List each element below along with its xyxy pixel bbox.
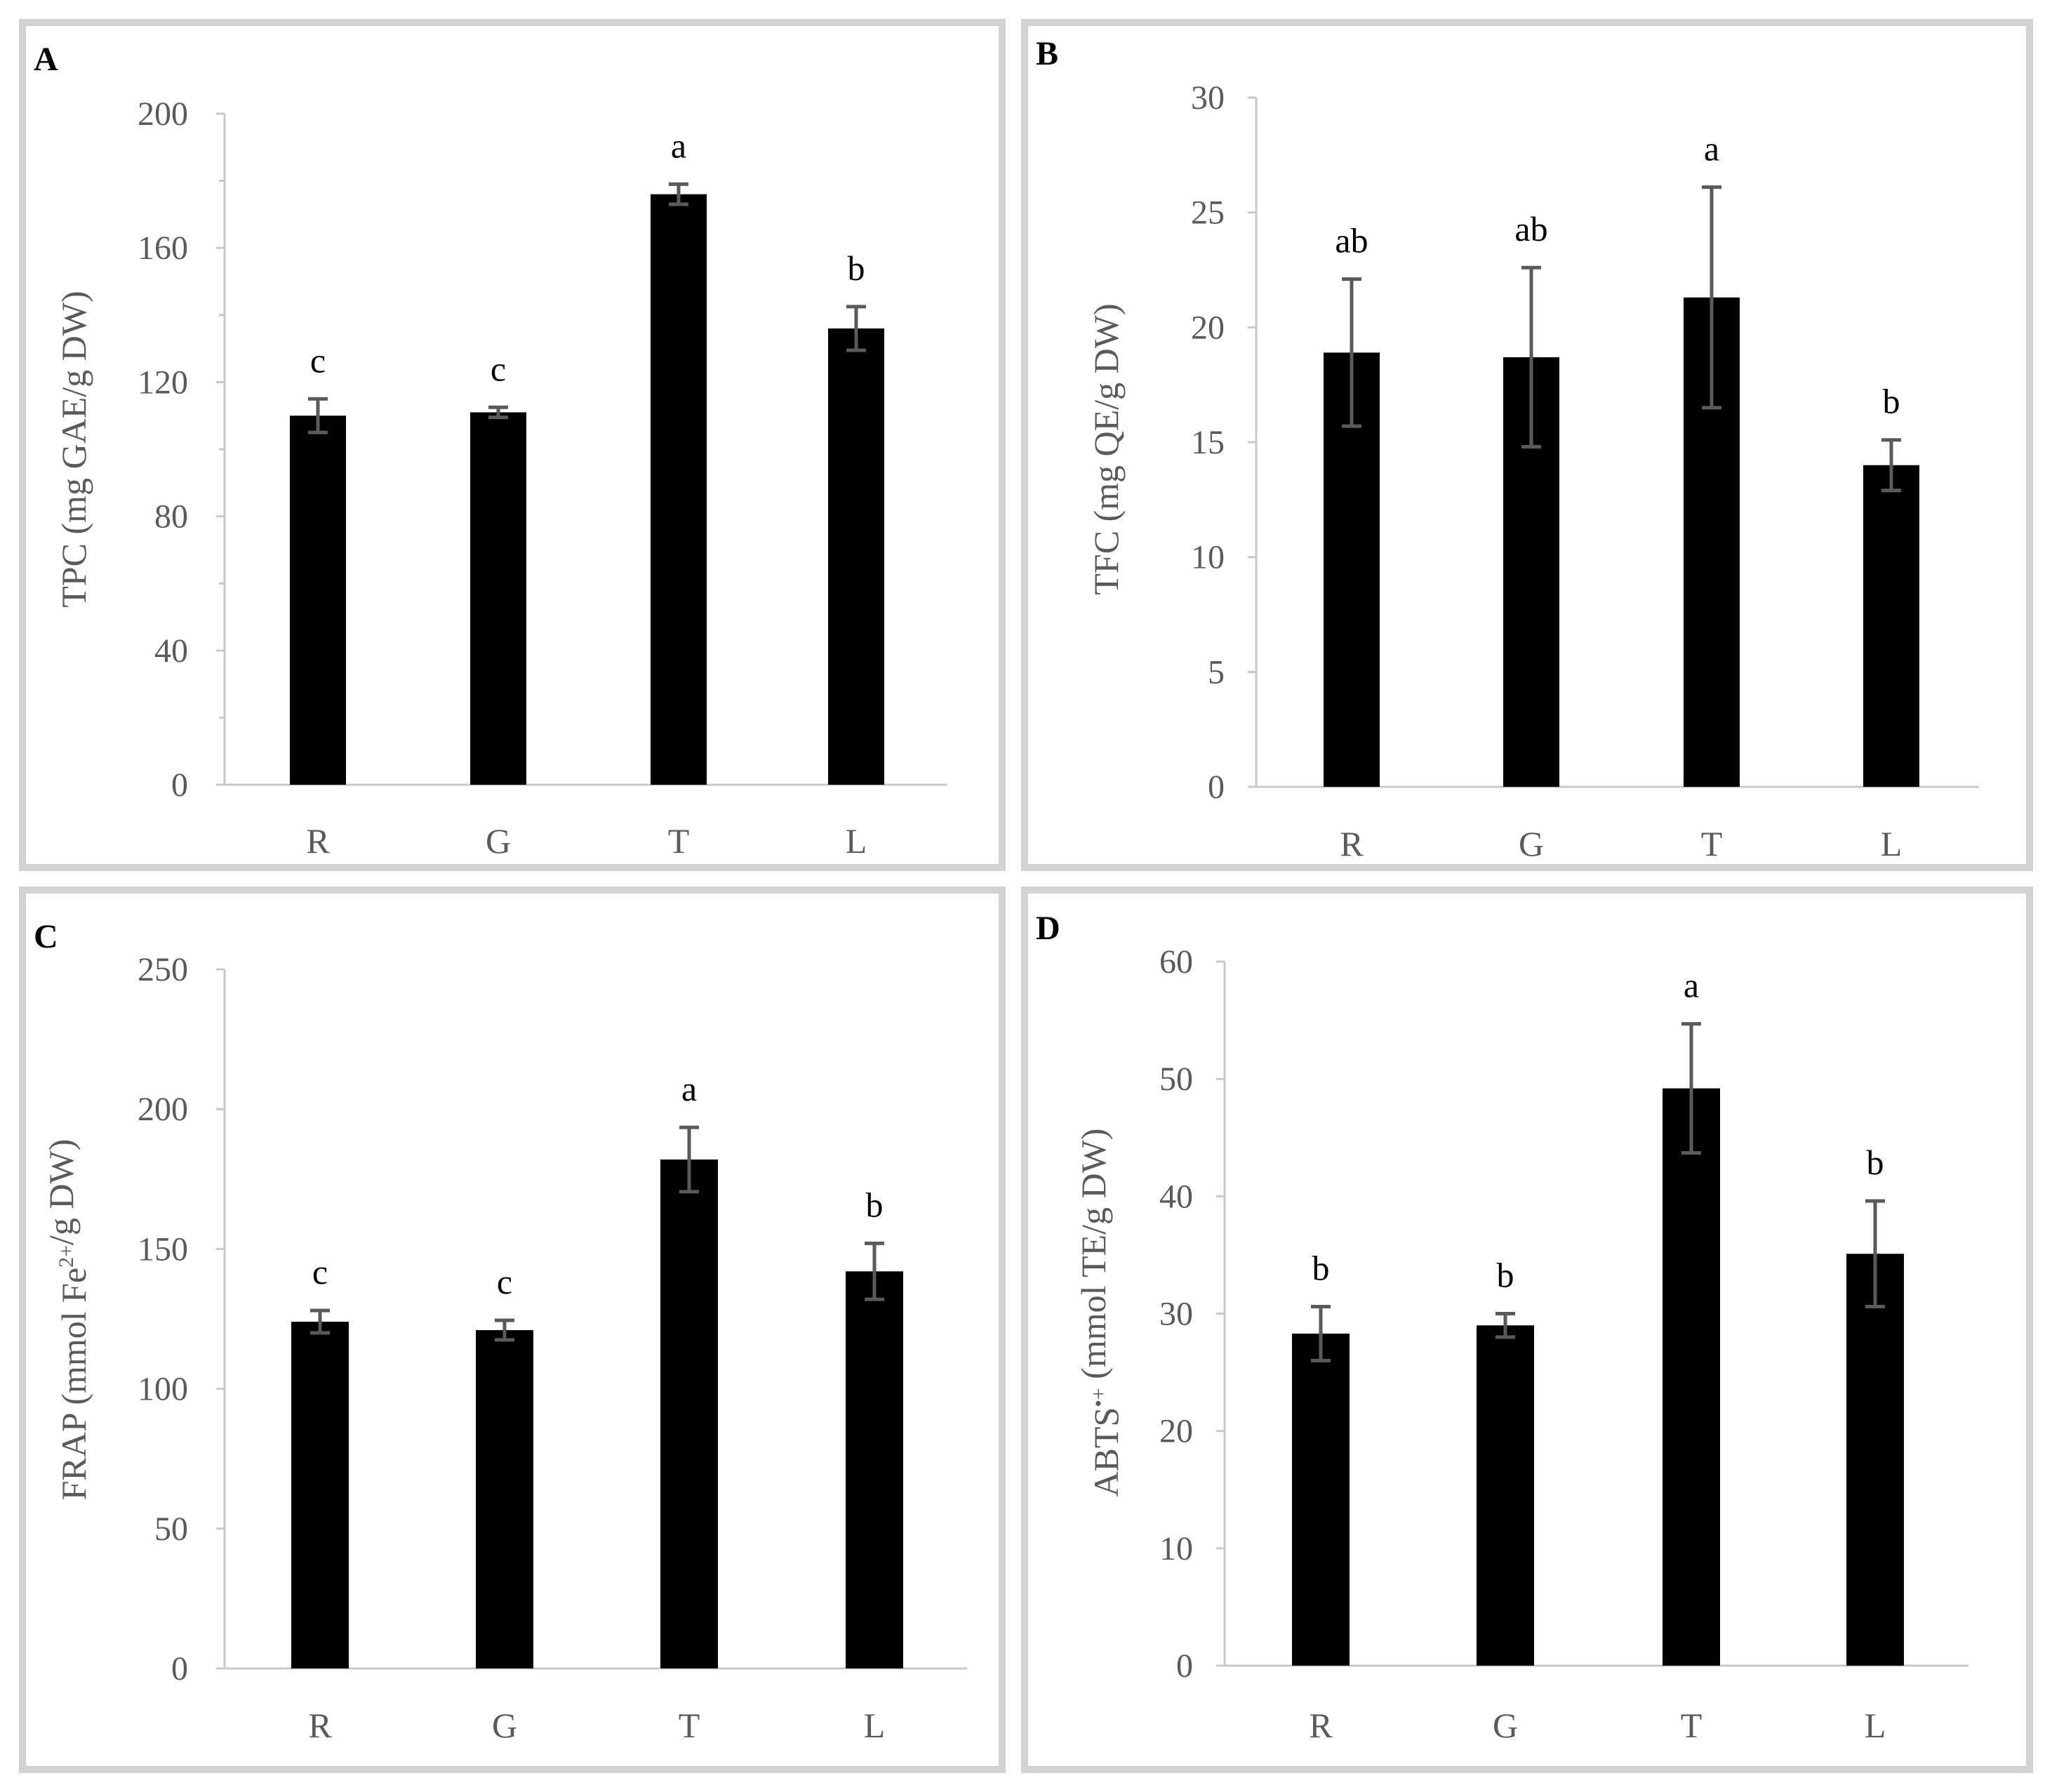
significance-label-D-L: b [1867, 1143, 1884, 1182]
bar-C-T [660, 1159, 718, 1668]
significance-label-A-L: b [848, 248, 865, 288]
significance-label-A-R: c [310, 340, 326, 380]
x-category-label-C-G: G [492, 1706, 517, 1745]
bar-C-R [291, 1321, 349, 1668]
x-category-label-C-L: L [864, 1706, 886, 1745]
significance-label-D-T: a [1684, 966, 1699, 1005]
y-tick-label-C-3: 150 [138, 1230, 188, 1268]
x-category-label-A-G: G [486, 821, 511, 861]
y-tick-label-B-1: 5 [1208, 653, 1225, 691]
panel-border-B [1021, 19, 2033, 871]
chart-panel-B: B 0 5 10 15 20 25 30 ab Rab Ga Tb L TFC (mg QE/g DW) [1021, 19, 2033, 871]
x-category-label-D-T: T [1681, 1706, 1703, 1745]
y-tick-label-D-4: 40 [1159, 1178, 1193, 1215]
y-tick-label-B-6: 30 [1191, 79, 1225, 117]
y-tick-label-C-5: 250 [138, 951, 188, 988]
y-tick-label-D-2: 20 [1159, 1413, 1193, 1450]
x-category-label-B-G: G [1519, 824, 1544, 863]
y-tick-label-D-1: 10 [1159, 1530, 1193, 1567]
chart-panel-D: D 0 10 20 30 40 50 60 b Rb Ga Tb L ABTS•+ (mmol TE/g … [1021, 887, 2033, 1773]
significance-label-B-R: ab [1335, 221, 1368, 260]
x-category-label-A-R: R [306, 821, 330, 861]
y-tick-label-B-0: 0 [1208, 769, 1225, 806]
y-tick-label-D-5: 50 [1159, 1061, 1193, 1098]
y-tick-label-B-4: 20 [1191, 309, 1225, 346]
x-category-label-A-T: T [668, 821, 690, 861]
panel-letter-C: C [34, 918, 58, 955]
x-category-label-C-T: T [679, 1706, 700, 1745]
y-tick-label-B-2: 10 [1191, 539, 1225, 576]
panel-letter-D: D [1036, 910, 1060, 947]
y-tick-label-C-2: 100 [138, 1371, 188, 1408]
bar-A-R [290, 416, 346, 785]
y-tick-label-C-1: 50 [154, 1511, 188, 1548]
y-axis-title-A: TPC (mg GAE/g DW) [54, 291, 93, 607]
significance-label-C-L: b [866, 1185, 884, 1224]
chart-panel-A: A 0 40 80 120 160 200 c Rc Ga Tb L TPC (mg GAE/g DW) [19, 19, 1006, 871]
y-axis-title-D: ABTS•+ (mmol TE/g DW) [1074, 1128, 1126, 1496]
y-tick-label-A-4: 160 [138, 230, 188, 267]
significance-label-C-G: c [497, 1262, 512, 1301]
bar-A-G [470, 412, 526, 785]
y-tick-label-A-3: 120 [138, 364, 188, 401]
bar-D-L [1846, 1254, 1904, 1666]
y-tick-label-C-4: 200 [138, 1091, 188, 1128]
y-tick-label-A-1: 40 [154, 632, 188, 670]
y-tick-label-D-3: 30 [1159, 1296, 1193, 1333]
significance-label-B-T: a [1704, 129, 1719, 168]
y-tick-label-A-0: 0 [171, 766, 188, 804]
significance-label-D-G: b [1497, 1256, 1514, 1295]
y-tick-label-C-0: 0 [171, 1650, 188, 1687]
panel-letter-B: B [1036, 35, 1058, 72]
bar-D-T [1663, 1088, 1720, 1666]
y-axis-title-B: TFC (mg QE/g DW) [1086, 303, 1126, 595]
bar-D-G [1477, 1325, 1534, 1666]
significance-label-B-L: b [1883, 382, 1900, 421]
y-tick-label-A-2: 80 [154, 498, 188, 536]
bar-C-G [476, 1329, 533, 1668]
bar-A-L [828, 328, 884, 785]
bar-B-L [1863, 465, 1919, 787]
panel-border-A [19, 19, 1006, 871]
x-category-label-D-G: G [1493, 1706, 1518, 1745]
significance-label-C-T: a [681, 1069, 697, 1108]
panel-border-D [1021, 887, 2033, 1773]
y-tick-label-A-5: 200 [138, 95, 188, 133]
significance-label-D-R: b [1312, 1248, 1330, 1287]
y-tick-label-B-5: 25 [1191, 194, 1225, 232]
significance-label-B-G: ab [1514, 209, 1547, 248]
y-tick-label-B-3: 15 [1191, 424, 1225, 461]
bar-A-T [651, 194, 707, 785]
x-category-label-B-L: L [1881, 824, 1903, 863]
chart-panel-C: C 0 50 100 150 200 250 c Rc Ga Tb L FRAP (mmol Fe2+/… [19, 887, 1006, 1773]
bar-C-L [846, 1271, 903, 1668]
x-category-label-D-L: L [1865, 1706, 1886, 1745]
y-axis-title-C: FRAP (mmol Fe2+/g DW) [41, 1139, 93, 1501]
x-category-label-B-R: R [1340, 824, 1364, 863]
significance-label-A-G: c [491, 349, 506, 388]
bar-D-R [1292, 1333, 1350, 1666]
x-category-label-A-L: L [846, 821, 867, 861]
y-tick-label-D-0: 0 [1176, 1647, 1193, 1685]
panel-letter-A: A [34, 41, 58, 78]
significance-label-A-T: a [671, 126, 686, 165]
x-category-label-B-T: T [1701, 824, 1723, 863]
x-category-label-D-R: R [1309, 1706, 1333, 1745]
significance-label-C-R: c [312, 1252, 328, 1292]
panel-border-C [19, 887, 1006, 1773]
y-tick-label-D-6: 60 [1159, 943, 1193, 981]
x-category-label-C-R: R [308, 1706, 332, 1745]
